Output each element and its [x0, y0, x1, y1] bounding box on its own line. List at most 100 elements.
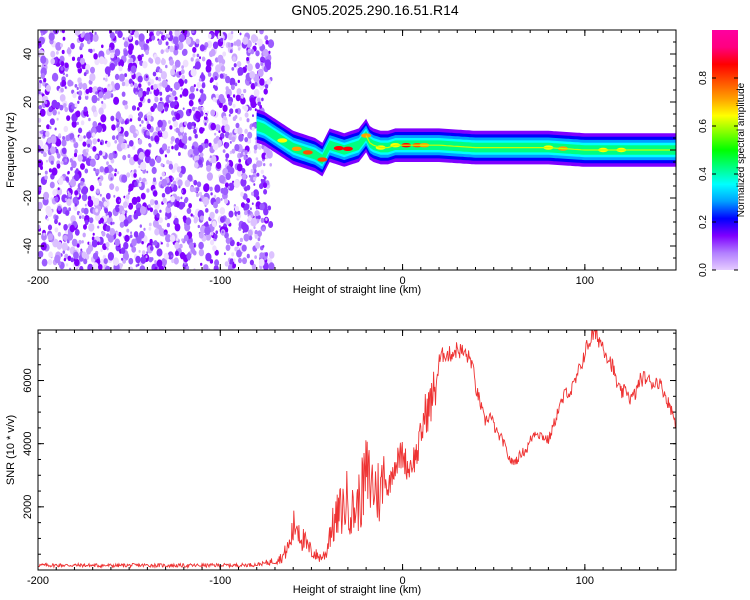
- noise-blob: [255, 157, 259, 161]
- noise-blob: [236, 169, 243, 177]
- noise-blob: [83, 258, 88, 265]
- noise-blob: [124, 73, 128, 78]
- noise-blob: [121, 174, 128, 183]
- noise-blob: [84, 32, 91, 42]
- x-tick-label: -200: [27, 275, 49, 287]
- noise-blob: [48, 168, 52, 173]
- noise-blob: [94, 31, 97, 35]
- noise-blob: [107, 234, 114, 243]
- noise-blob: [92, 138, 97, 145]
- noise-blob: [63, 125, 69, 133]
- noise-blob: [159, 130, 162, 134]
- noise-blob: [100, 142, 103, 145]
- noise-blob: [65, 73, 69, 78]
- noise-blob: [241, 173, 247, 180]
- noise-blob: [179, 126, 184, 133]
- noise-blob: [118, 65, 123, 72]
- spectrogram-plot-area: [38, 30, 676, 270]
- noise-blob: [114, 168, 118, 173]
- noise-blob: [57, 111, 61, 115]
- noise-blob: [238, 158, 242, 163]
- noise-blob: [231, 136, 236, 143]
- noise-blob: [80, 57, 85, 65]
- noise-blob: [193, 218, 198, 224]
- noise-blob: [193, 147, 200, 156]
- noise-blob: [263, 88, 268, 95]
- noise-blob: [131, 105, 137, 111]
- noise-blob: [234, 144, 240, 152]
- noise-blob: [251, 126, 255, 131]
- noise-blob: [173, 48, 179, 56]
- noise-blob: [38, 132, 41, 138]
- noise-blob: [201, 72, 204, 76]
- noise-blob: [83, 224, 87, 230]
- noise-blob: [170, 195, 175, 203]
- noise-blob: [43, 232, 46, 236]
- noise-blob: [246, 118, 250, 123]
- noise-blob: [138, 33, 145, 42]
- noise-blob: [124, 104, 129, 110]
- noise-blob: [47, 224, 53, 231]
- noise-blob: [90, 145, 93, 150]
- noise-blob: [244, 150, 248, 155]
- noise-blob: [126, 228, 130, 233]
- noise-blob: [97, 241, 100, 246]
- noise-blob: [201, 106, 205, 111]
- noise-blob: [146, 130, 150, 136]
- noise-blob: [94, 155, 97, 159]
- noise-blob: [161, 178, 168, 187]
- noise-blob: [91, 105, 97, 113]
- snr-panel: -200 -100 0 100 2000 4000 6000 Height of straig…: [5, 329, 677, 596]
- noise-blob: [253, 189, 259, 198]
- noise-blob: [257, 38, 263, 47]
- ridge-hotspot: [302, 150, 313, 155]
- noise-blob: [105, 90, 112, 99]
- noise-blob: [255, 215, 259, 219]
- noise-blob: [50, 135, 57, 144]
- noise-blob: [64, 197, 68, 202]
- noise-blob: [161, 171, 166, 177]
- noise-blob: [180, 87, 183, 91]
- noise-blob: [73, 251, 79, 260]
- noise-blob: [98, 264, 103, 270]
- noise-blob: [215, 93, 220, 99]
- noise-blob: [170, 140, 173, 145]
- noise-blob: [115, 111, 122, 120]
- noise-blob: [178, 185, 181, 189]
- noise-blob: [96, 124, 103, 133]
- noise-blob: [136, 107, 140, 111]
- noise-blob: [180, 196, 183, 200]
- noise-blob: [237, 67, 244, 76]
- noise-blob: [138, 249, 141, 253]
- noise-blob: [75, 110, 81, 118]
- noise-blob: [179, 94, 183, 98]
- noise-blob: [92, 121, 98, 128]
- noise-blob: [232, 103, 236, 108]
- noise-blob: [225, 153, 230, 159]
- noise-blob: [66, 115, 71, 121]
- noise-blob: [74, 84, 78, 88]
- noise-blob: [117, 126, 122, 133]
- noise-blob: [133, 231, 139, 238]
- noise-blob: [129, 124, 136, 134]
- noise-blob: [247, 48, 251, 53]
- noise-blob: [61, 139, 67, 147]
- noise-blob: [169, 234, 176, 243]
- noise-blob: [257, 145, 262, 150]
- noise-blob: [269, 163, 273, 167]
- noise-blob: [154, 56, 161, 65]
- noise-blob: [123, 49, 129, 57]
- noise-blob: [174, 223, 181, 232]
- noise-blob: [64, 230, 68, 235]
- noise-blob: [182, 59, 189, 68]
- ridge-hotspot: [333, 146, 344, 151]
- noise-blob: [236, 67, 239, 70]
- noise-blob: [166, 222, 170, 228]
- noise-blob: [215, 82, 219, 86]
- noise-blob: [111, 135, 116, 141]
- noise-blob: [234, 115, 238, 119]
- noise-blob: [173, 81, 180, 91]
- noise-blob: [170, 136, 175, 142]
- noise-blob: [199, 126, 204, 134]
- noise-blob: [255, 62, 260, 70]
